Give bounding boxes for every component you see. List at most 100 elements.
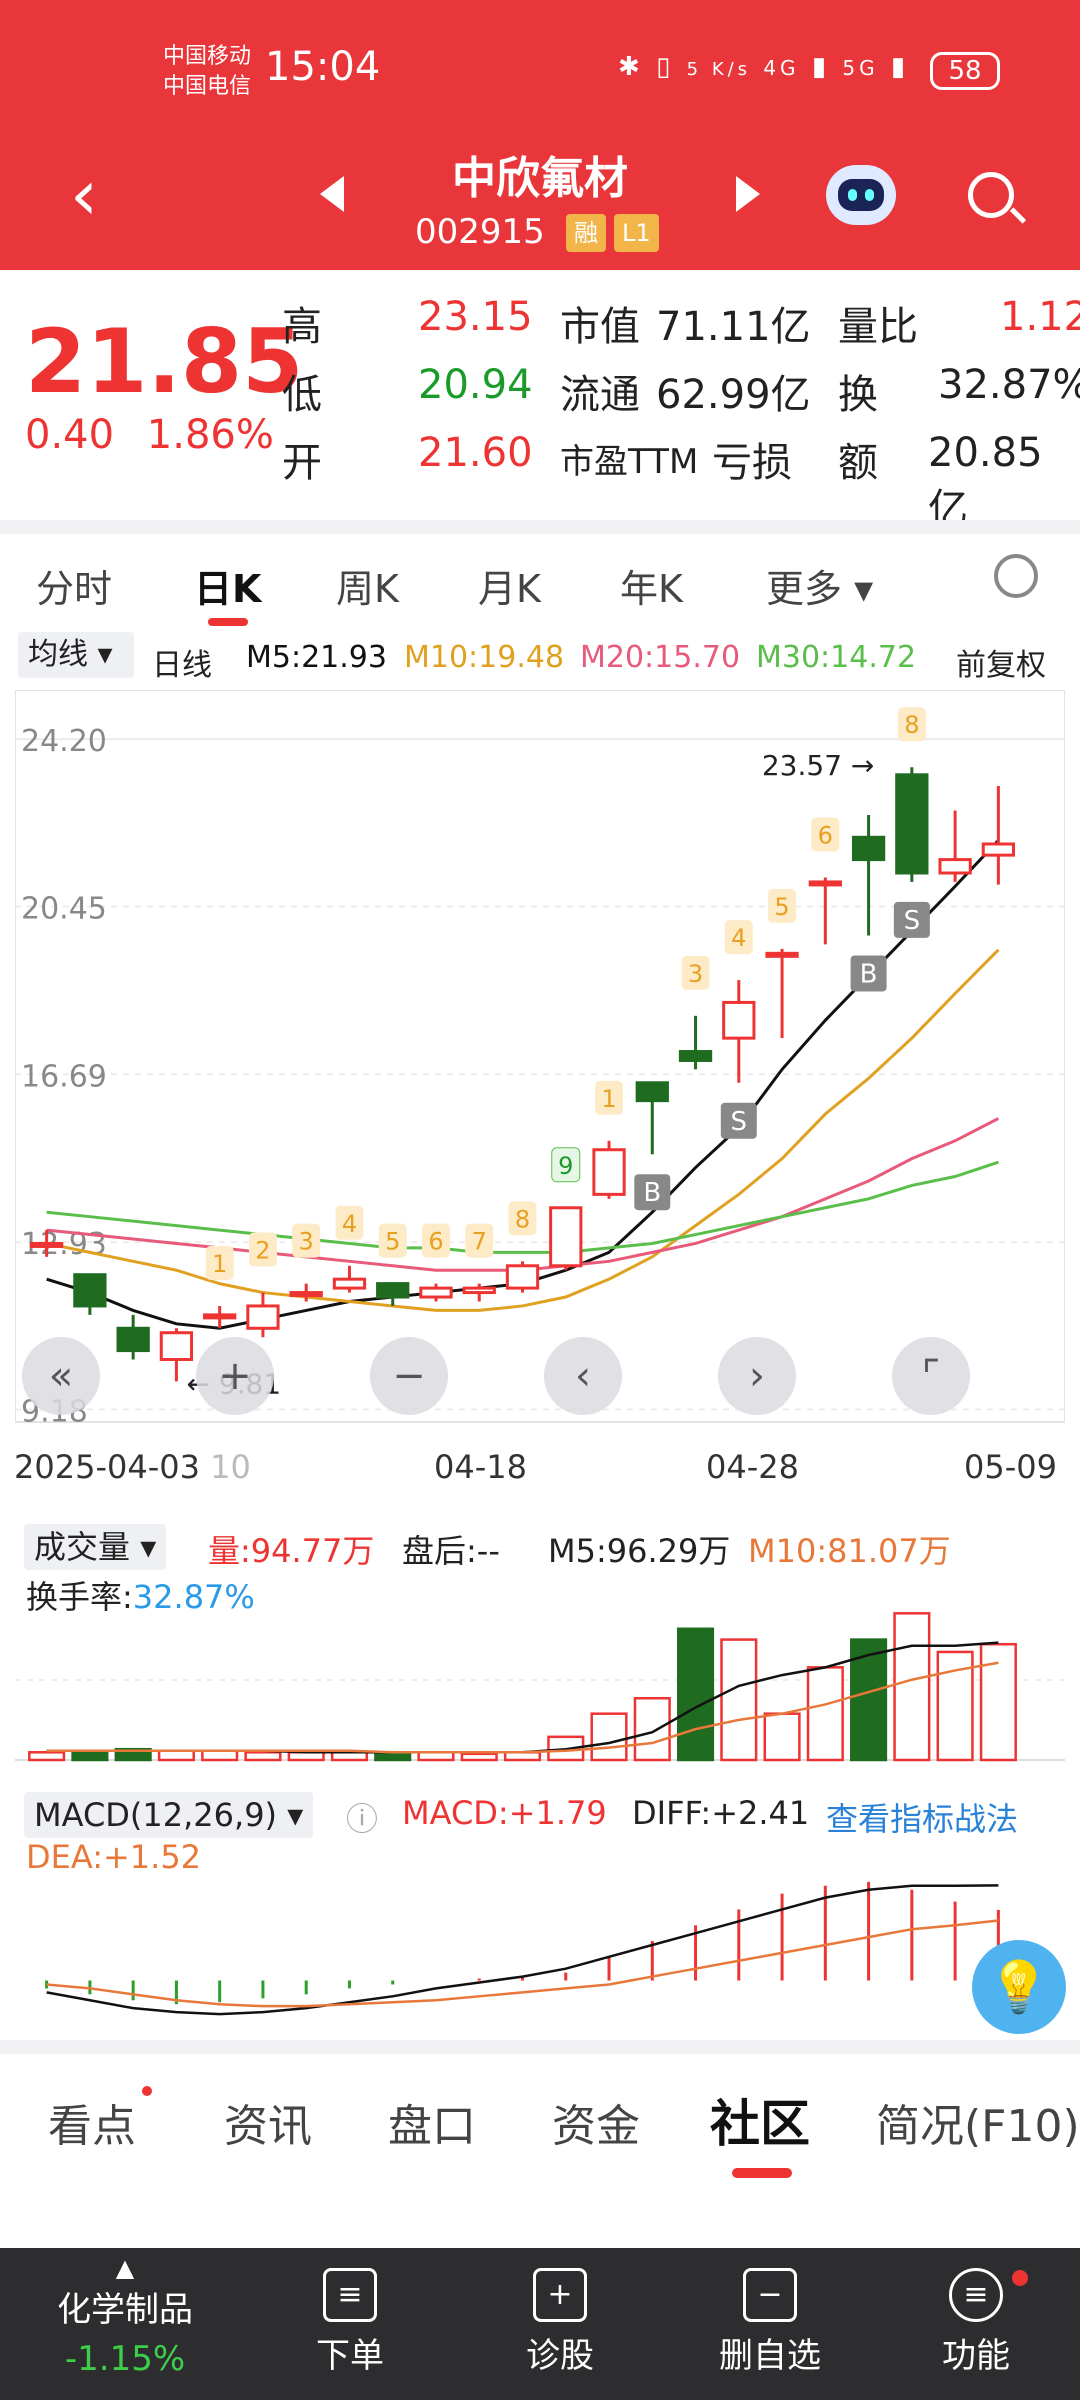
float-label: 流通	[560, 372, 640, 418]
td-marker-label: 3	[299, 1228, 314, 1256]
sector-button[interactable]: ▲ 化学制品 -1.15%	[30, 2248, 220, 2400]
candle-body	[332, 1277, 367, 1290]
zoom-minus-icon[interactable]: −	[370, 1337, 448, 1415]
ma-selector-label: 均线	[28, 637, 88, 672]
td-marker-badge	[292, 1223, 321, 1258]
td-marker-badge	[595, 1080, 624, 1115]
next-stock-icon[interactable]	[736, 176, 760, 212]
float-value: 62.99亿	[656, 372, 811, 418]
volratio-value: 1.12	[1000, 294, 1080, 340]
tab-monthly-k[interactable]: 月K	[478, 567, 541, 611]
volume-bar	[28, 1751, 66, 1762]
td-marker-badge	[811, 817, 840, 852]
td-marker-label: 6	[428, 1228, 443, 1256]
remove-watchlist-label: 删自选	[719, 2336, 821, 2376]
help-icon[interactable]: ⓘ	[346, 1800, 379, 1838]
candle-body	[592, 1148, 626, 1196]
diagnose-button[interactable]: + 诊股	[500, 2248, 620, 2400]
candle-body	[289, 1291, 323, 1298]
tab-weekly-k[interactable]: 周K	[336, 567, 399, 611]
candle-body	[73, 1273, 107, 1308]
signal-5g: 5G	[842, 56, 879, 80]
order-button[interactable]: ≡ 下单	[290, 2248, 410, 2400]
ma-selector[interactable]: 均线 ▾	[18, 632, 134, 678]
td-marker-label: 6	[818, 821, 833, 849]
ai-assistant-icon[interactable]	[826, 165, 896, 225]
td-marker-label: 1	[212, 1250, 227, 1278]
candle-body	[159, 1331, 194, 1362]
scroll-right-icon[interactable]: ›	[718, 1337, 796, 1415]
td-marker-badge	[378, 1223, 407, 1258]
diff-value: DIFF:+2.41	[632, 1794, 810, 1832]
td-marker-badge	[205, 1245, 234, 1280]
volume-chart[interactable]	[15, 1600, 1065, 1772]
macd-value: MACD:+1.79	[402, 1794, 607, 1832]
ma10-value: M10:19.48	[404, 640, 565, 675]
remove-watchlist-button[interactable]: − 删自选	[700, 2248, 840, 2400]
macd-chart[interactable]	[15, 1870, 1065, 2030]
stock-name: 中欣氟材	[452, 153, 628, 204]
turnover-label: 换	[838, 372, 878, 418]
volume-bar	[720, 1638, 758, 1762]
td-marker-badge	[248, 1232, 277, 1267]
tab-orderbook[interactable]: 盘口	[388, 2101, 476, 2152]
scroll-left-icon[interactable]: ‹	[544, 1337, 622, 1415]
carrier-labels: 中国移动 中国电信	[163, 42, 251, 102]
order-label: 下单	[316, 2336, 384, 2376]
tab-community[interactable]: 社区	[710, 2095, 810, 2153]
zoom-in-icon[interactable]: +	[196, 1337, 274, 1415]
candle-body	[462, 1286, 496, 1295]
functions-badge	[1012, 2270, 1028, 2286]
volume-selector[interactable]: 成交量 ▾	[24, 1524, 167, 1570]
active-tab-underline	[208, 618, 248, 626]
search-icon[interactable]	[968, 172, 1014, 218]
prev-stock-icon[interactable]	[320, 176, 344, 212]
volume-bar	[244, 1751, 282, 1762]
tab-intraday[interactable]: 分时	[36, 567, 113, 611]
td-marker-label: 8	[515, 1205, 530, 1233]
tab-highlights[interactable]: 看点	[48, 2101, 136, 2152]
adjust-mode[interactable]: 前复权	[956, 648, 1046, 683]
sector-change: -1.15%	[64, 2339, 186, 2379]
td-marker-badge	[681, 955, 710, 990]
trade-signal-label: S	[731, 1107, 748, 1137]
volume-bar	[201, 1749, 239, 1762]
macd-selector[interactable]: MACD(12,26,9) ▾	[24, 1792, 314, 1838]
candle-body	[678, 1050, 713, 1062]
settings-icon[interactable]	[994, 554, 1038, 598]
max-price-label: 23.57 →	[762, 749, 875, 782]
ma20-value: M20:15.70	[580, 640, 741, 675]
back-icon[interactable]: ‹	[70, 154, 98, 236]
candle-body	[938, 858, 972, 875]
tab-funds[interactable]: 资金	[552, 2101, 640, 2152]
turnover-rate-value: 32.87%	[132, 1578, 255, 1616]
tab-more[interactable]: 更多 ▾	[766, 567, 874, 611]
indicator-strategy-link[interactable]: 查看指标战法	[826, 1800, 1019, 1838]
low-label: 低	[282, 372, 322, 418]
td-marker-label: 5	[774, 893, 789, 921]
candle-body	[851, 835, 886, 862]
tab-daily-k[interactable]: 日K	[194, 567, 262, 611]
td-marker-label: 7	[472, 1228, 487, 1256]
carrier-1: 中国移动	[163, 44, 252, 69]
tab-yearly-k[interactable]: 年K	[620, 567, 683, 611]
high-value: 23.15	[418, 294, 533, 340]
tips-bulb-icon[interactable]: 💡	[972, 1940, 1066, 2034]
functions-button[interactable]: ≡ 功能	[916, 2248, 1036, 2400]
change-percent: 1.86%	[146, 412, 274, 458]
fullscreen-icon[interactable]: ⌜	[892, 1337, 970, 1415]
period-label: 日线	[152, 648, 212, 683]
candle-body	[246, 1304, 280, 1330]
candle-body	[808, 880, 842, 887]
candle-body	[765, 951, 799, 958]
signal-bars-icon-2: ▮	[890, 52, 910, 82]
tab-news[interactable]: 资讯	[224, 2101, 312, 2152]
minus-square-icon: −	[743, 2268, 797, 2322]
tab-profile-f10[interactable]: 简况(F10)	[876, 2101, 1080, 2152]
td-marker-label: 2	[255, 1237, 270, 1265]
trade-signal-label: B	[860, 959, 878, 989]
zoom-out-far-icon[interactable]: «	[22, 1337, 100, 1415]
trade-signal-badge	[720, 1102, 757, 1139]
candle-body	[505, 1264, 540, 1290]
